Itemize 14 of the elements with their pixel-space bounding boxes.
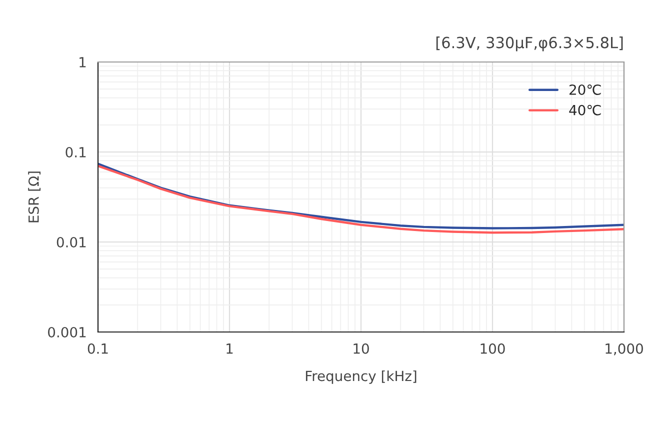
chart-title: [6.3V, 330μF,φ6.3×5.8L] xyxy=(436,36,623,52)
x-tick-label: 1 xyxy=(226,344,233,354)
y-tick-label: 0.001 xyxy=(48,326,86,338)
x-tick-label: 1,000 xyxy=(606,343,643,356)
y-tick-label: 0.01 xyxy=(56,236,86,248)
y-tick-label: 1 xyxy=(80,57,86,68)
x-tick-label: 10 xyxy=(354,343,369,354)
y-axis-title: ESR [Ω] xyxy=(28,172,41,222)
x-tick-label: 0.1 xyxy=(88,343,108,354)
legend-label: 20℃ xyxy=(570,84,601,95)
legend-label: 40℃ xyxy=(569,104,601,116)
y-tick-label: 0.1 xyxy=(66,146,86,158)
x-tick-label: 100 xyxy=(480,343,505,354)
x-axis-title: Frequency [kHz] xyxy=(306,370,416,384)
